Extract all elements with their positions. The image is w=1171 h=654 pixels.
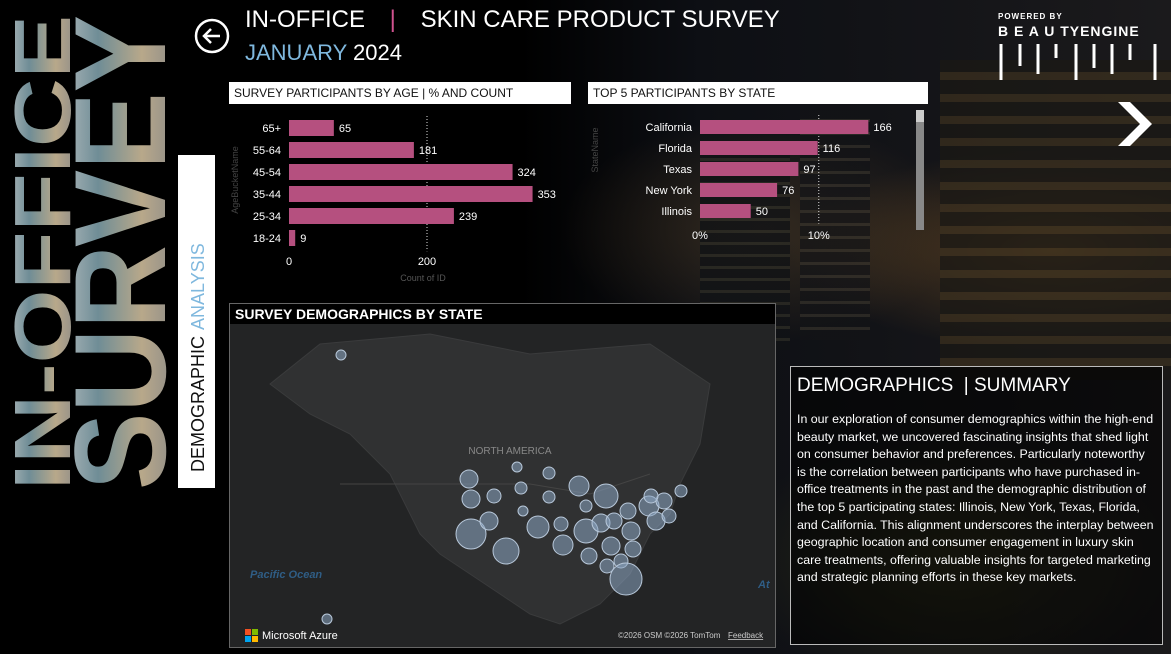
azure-logo — [245, 629, 258, 642]
tab-label-b: ANALYSIS — [188, 243, 208, 330]
map-provider: Microsoft Azure — [262, 630, 338, 642]
big-title: IN-OFFICE — [0, 15, 87, 490]
map-title: SURVEY DEMOGRAPHICS BY STATE — [230, 304, 775, 324]
tab-label: DEMOGRAPHIC ANALYSIS — [188, 243, 208, 472]
map-ocean: Pacific Ocean — [250, 569, 322, 581]
map-region: NORTH AMERICA — [468, 446, 551, 457]
tab — [178, 155, 215, 488]
powered-by: POWERED BY — [998, 12, 1063, 21]
title-right: SKIN CARE PRODUCT SURVEY — [420, 6, 780, 33]
chart-title: TOP 5 PARTICIPANTS BY STATE — [588, 82, 928, 104]
separator: | — [389, 6, 396, 33]
next-button[interactable] — [1114, 100, 1164, 150]
map-feedback[interactable]: Feedback — [728, 631, 764, 640]
year: 2024 — [353, 40, 402, 65]
header-date: JANUARY 2024 — [245, 40, 402, 66]
side-title: IN-OFFICE SURVEY DEMOGRAPHIC ANALYSIS — [0, 15, 215, 490]
brand-logo — [999, 44, 1157, 80]
month: JANUARY — [245, 40, 347, 65]
summary-title: DEMOGRAPHICS | SUMMARY — [797, 375, 1071, 396]
tab-label-a: DEMOGRAPHIC — [188, 336, 208, 472]
header-title: IN-OFFICE | SKIN CARE PRODUCT SURVEY — [245, 6, 780, 34]
chart-title: SURVEY PARTICIPANTS BY AGE | % AND COUNT — [229, 82, 571, 104]
building — [800, 110, 870, 340]
summary-body: In our exploration of consumer demograph… — [797, 412, 1154, 585]
big-title: SURVEY — [47, 15, 193, 490]
map-ocean: At — [757, 579, 771, 591]
map-panel: SURVEY DEMOGRAPHICS BY STATE NORTH AMERI… — [229, 303, 776, 648]
brand: B E A U TYENGINE — [998, 23, 1140, 39]
map: NORTH AMERICA Pacific Ocean At Microsoft… — [230, 324, 775, 647]
summary-panel: DEMOGRAPHICS | SUMMARY In our exploratio… — [790, 366, 1163, 645]
map-bubbles — [321, 349, 688, 625]
map-copyright: ©2026 OSM ©2026 TomTom — [618, 631, 721, 640]
back-button[interactable] — [193, 18, 231, 56]
scrollbar[interactable] — [916, 110, 924, 230]
title-left: IN-OFFICE — [245, 6, 365, 33]
